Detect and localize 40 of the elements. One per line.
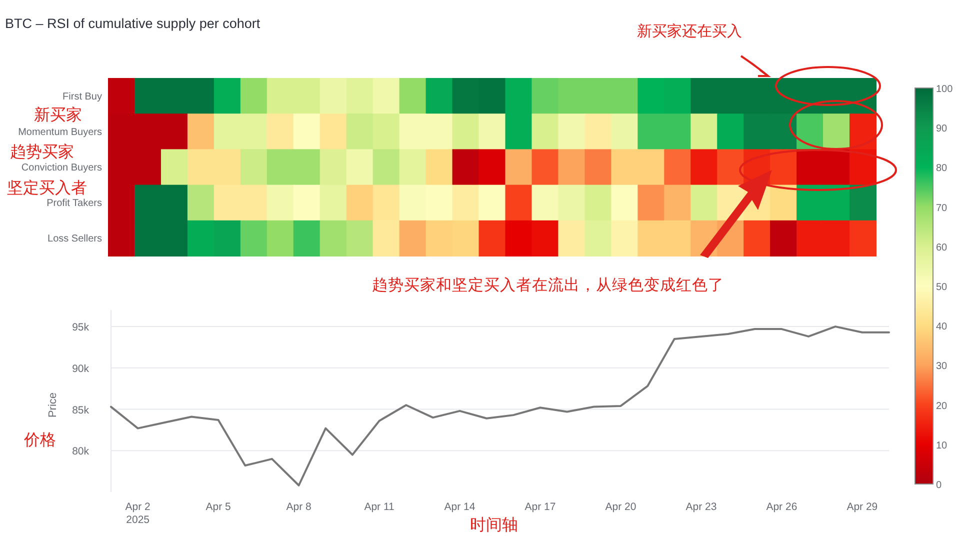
color-bar-label: 100 [936,84,954,95]
x-tick-label: Apr 29 [846,501,878,513]
color-bar-label: 70 [936,202,948,214]
x-tick-label: Apr 5 [206,501,232,513]
x-tick-label: Apr 17 [524,501,556,513]
y-tick-label: Loss Sellers [48,234,102,245]
text: 时间轴 [470,516,518,534]
text: 价格 [23,432,56,449]
y-tick-label: 95k [72,322,90,334]
color-bar-label: 10 [936,440,948,452]
y-tick-label: Conviction Buyers [21,162,102,174]
text: 新买家还在买入 [637,23,742,40]
color-bar-label: 50 [936,282,948,293]
text: 坚定买入者 [7,179,87,197]
color-bar-label: 30 [936,361,948,372]
x-tick-label: Apr 11 [364,501,395,513]
text: 趋势买家 [10,143,74,161]
color-bar-label: 60 [936,242,948,254]
text: 新买家 [34,106,82,124]
text: 趋势买家和坚定买入者在流出，从绿色变成红色了 [372,276,724,294]
x-tick-label: Apr 14 [444,501,476,513]
y-tick-label: Profit Takers [46,198,102,210]
y-tick-label: 80k [72,446,90,458]
y-tick-label: 90k [72,362,90,375]
x-tick-label: Apr 20 [605,501,636,513]
x-tick-label: Apr 23 [686,501,717,513]
line-series [110,326,890,486]
color-bar-label: 20 [936,400,948,412]
x-tick-label: Apr 8 [286,501,312,513]
x-tick-label: Apr 2 2025 [125,501,151,526]
color-bar-label: 0 [936,480,942,491]
color-bar-label: 40 [936,322,948,333]
y-tick-label: First Buy [62,91,102,102]
x-tick-label: Apr 26 [766,501,798,513]
y-axis-title: Price [47,392,59,418]
color-bar-label: 80 [936,163,948,174]
chart-title: BTC – RSI of cumulative supply per cohort [5,16,260,31]
y-tick-label: 85k [72,404,90,416]
color-bar-label: 90 [936,124,948,135]
y-tick-label: Momentum Buyers [18,126,102,138]
